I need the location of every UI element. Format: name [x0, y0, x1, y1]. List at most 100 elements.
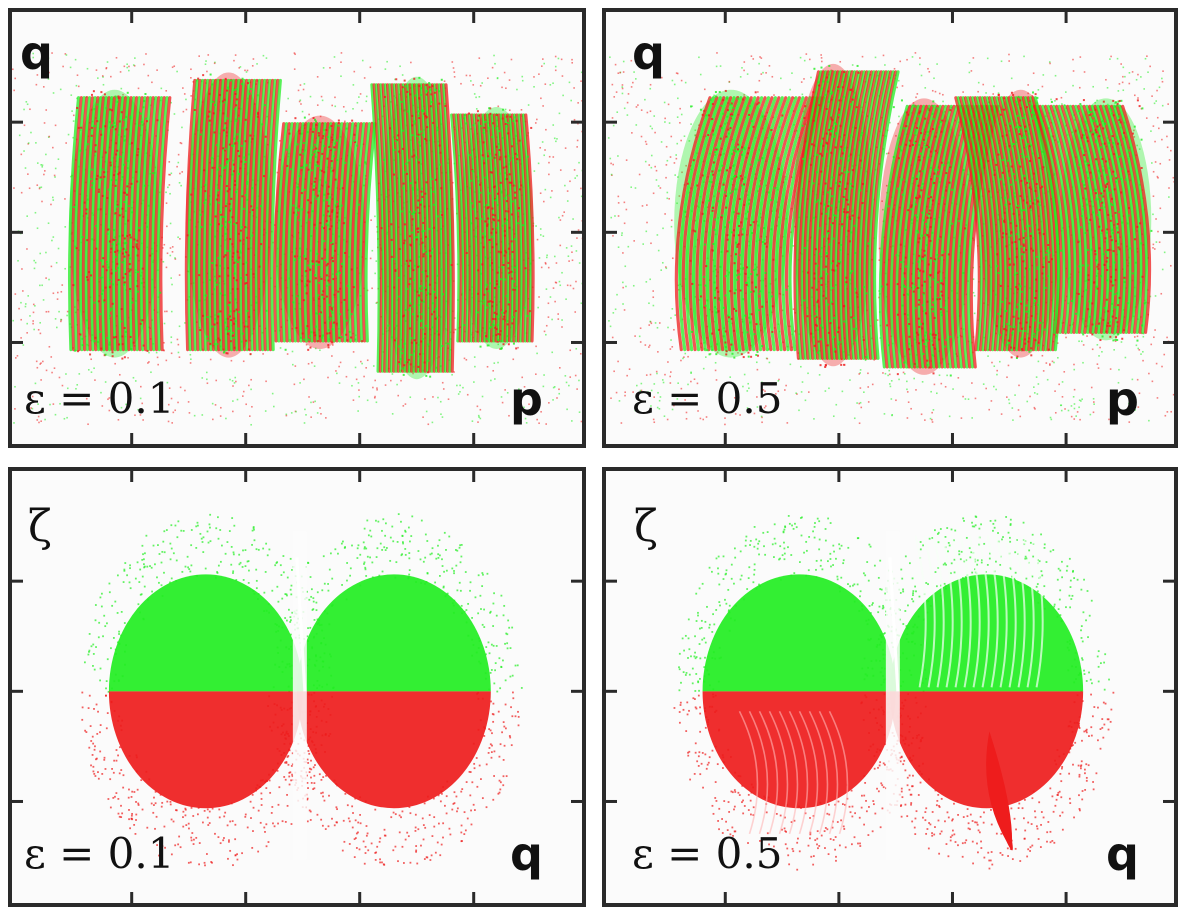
plot-area	[12, 12, 582, 444]
band-streak	[922, 104, 953, 369]
band-streak	[1030, 104, 1061, 334]
band-streak	[223, 78, 236, 352]
band-streak	[239, 78, 251, 352]
band-streak	[1104, 104, 1135, 334]
band-streak	[805, 70, 833, 360]
band-streak	[1035, 104, 1066, 334]
band-streak	[388, 83, 399, 373]
band-streak	[320, 122, 333, 343]
y-axis-label: q	[632, 26, 665, 80]
band-streak	[691, 96, 729, 352]
band-streak	[740, 96, 777, 352]
band-streak	[187, 78, 200, 352]
band-streak	[1043, 104, 1074, 334]
band-streak	[716, 96, 753, 352]
band-streak	[437, 83, 449, 373]
band-streak	[931, 104, 962, 369]
lobe-core	[297, 574, 491, 692]
band	[67, 89, 172, 360]
band-streak	[262, 78, 275, 352]
band-streak	[698, 96, 736, 352]
band-streak	[1090, 104, 1121, 334]
band-streak	[246, 78, 259, 352]
band-streak	[856, 70, 883, 360]
band-streak	[1052, 104, 1083, 334]
band-streak	[839, 70, 866, 360]
panel-bottom-right: ζ q ε = 0.5	[602, 467, 1178, 907]
x-axis-label: p	[510, 372, 543, 426]
band-streak	[695, 96, 733, 352]
band-streak	[1000, 96, 1027, 352]
band-streak	[257, 78, 269, 352]
band-streak	[465, 113, 477, 343]
band-streak	[249, 78, 262, 352]
band-streak	[933, 104, 964, 369]
band-streak	[997, 96, 1025, 352]
band-streak	[753, 96, 791, 352]
band-streak	[767, 96, 805, 352]
epsilon-annotation: ε = 0.1	[24, 374, 175, 423]
band-streak	[1014, 96, 1042, 352]
lobe-core	[297, 691, 491, 809]
band-streak	[1076, 104, 1108, 334]
y-axis-label: q	[20, 26, 53, 80]
band-streak	[259, 78, 272, 352]
band-streak	[189, 78, 202, 352]
band-streak	[123, 96, 136, 352]
band-streak	[1009, 96, 1037, 352]
band-streak	[954, 96, 981, 352]
band-streak	[920, 104, 951, 369]
band-streak	[1096, 104, 1127, 334]
band-streak	[1032, 104, 1063, 334]
band-streak	[1107, 104, 1138, 334]
band-streak	[76, 96, 89, 352]
upper-lobe	[272, 513, 523, 693]
band-streak	[743, 96, 781, 352]
band-streak	[1121, 104, 1152, 334]
band-streak	[241, 78, 254, 352]
band-streak	[836, 70, 864, 360]
band-streak	[510, 113, 522, 343]
band-streak	[428, 83, 440, 373]
band-streak	[468, 113, 479, 343]
band-streak	[390, 83, 401, 373]
band-streak	[483, 113, 495, 343]
band-streak	[84, 96, 97, 352]
band-streak	[234, 78, 246, 352]
band-streak	[461, 113, 472, 343]
panel-top-right: q p ε = 0.5	[602, 8, 1178, 448]
band-streak	[1101, 104, 1132, 334]
band-streak	[95, 96, 108, 352]
band-streak	[895, 104, 926, 369]
band-streak	[415, 83, 426, 373]
band-streak	[961, 96, 989, 352]
band-streak	[442, 83, 453, 373]
band-streak	[971, 96, 998, 352]
band-streak	[778, 96, 815, 352]
separatrix	[888, 557, 900, 692]
band-streak	[853, 70, 881, 360]
band-streak	[472, 113, 484, 343]
lobe-core	[702, 574, 896, 692]
band-streak	[106, 96, 119, 352]
band-streak	[252, 78, 264, 352]
band-streak	[508, 113, 519, 343]
band-streak	[881, 104, 912, 369]
axis-ticks	[12, 12, 582, 444]
band-streak	[205, 78, 218, 352]
band-streak	[681, 96, 719, 352]
band-streak	[702, 96, 740, 352]
band-streak	[184, 78, 197, 352]
band-streak	[292, 122, 305, 343]
scatter-cloud	[12, 52, 582, 426]
band-streak	[150, 96, 164, 352]
band-streak	[798, 70, 825, 360]
band-streak	[81, 96, 94, 352]
band-streak	[892, 104, 923, 369]
scatter-cloud	[81, 513, 523, 867]
band-streak	[392, 83, 404, 373]
band-streak	[401, 83, 413, 373]
band-streak	[733, 96, 771, 352]
band-streak	[911, 104, 942, 369]
y-axis-label: ζ	[28, 501, 52, 552]
